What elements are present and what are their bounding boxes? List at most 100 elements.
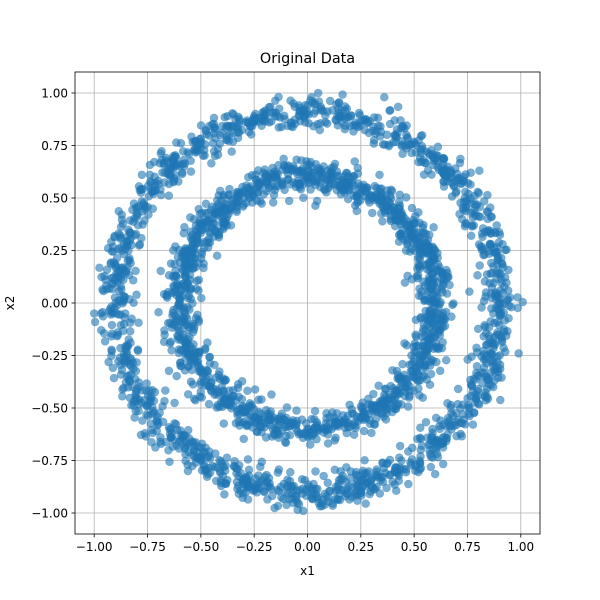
- scatter-point: [127, 355, 136, 365]
- x-tick-label: −0.25: [236, 540, 273, 554]
- scatter-point: [493, 247, 502, 257]
- scatter-point: [416, 355, 425, 365]
- scatter-point: [255, 462, 265, 472]
- scatter-point: [319, 471, 328, 481]
- scatter-point: [396, 116, 405, 125]
- scatter-point: [421, 417, 431, 427]
- scatter-point: [98, 312, 108, 321]
- scatter-point: [212, 251, 222, 261]
- scatter-point: [257, 427, 266, 437]
- scatter-point: [407, 232, 416, 241]
- scatter-point: [486, 357, 496, 367]
- scatter-point: [278, 181, 287, 190]
- scatter-point: [322, 422, 331, 432]
- x-tick-label: 0.00: [294, 540, 321, 554]
- scatter-point: [303, 424, 312, 434]
- scatter-point: [425, 445, 434, 455]
- scatter-point: [340, 185, 349, 195]
- scatter-point: [129, 298, 138, 308]
- scatter-point: [383, 186, 392, 195]
- y-tick-label: −0.25: [31, 349, 68, 363]
- x-axis-label: x1: [300, 564, 315, 578]
- scatter-point: [340, 171, 350, 180]
- scatter-point: [409, 137, 419, 147]
- scatter-point: [262, 179, 272, 188]
- scatter-point: [170, 152, 180, 162]
- scatter-point: [241, 487, 251, 497]
- scatter-point: [212, 373, 221, 382]
- scatter-point: [323, 478, 333, 488]
- scatter-point: [270, 182, 280, 191]
- scatter-point: [220, 396, 229, 406]
- scatter-point: [340, 102, 350, 111]
- scatter-point: [116, 222, 126, 232]
- scatter-point: [311, 467, 320, 476]
- scatter-point: [95, 263, 104, 273]
- scatter-point: [219, 224, 228, 234]
- scatter-point: [359, 426, 369, 436]
- scatter-point: [449, 299, 458, 308]
- scatter-point: [507, 302, 516, 312]
- scatter-point: [477, 303, 486, 312]
- scatter-point: [451, 408, 461, 418]
- y-tick-label: 0.75: [41, 139, 68, 153]
- scatter-point: [164, 191, 174, 200]
- scatter-point: [176, 361, 185, 371]
- scatter-point: [263, 409, 272, 419]
- scatter-point: [385, 455, 395, 465]
- scatter-point: [420, 158, 430, 168]
- scatter-point: [499, 308, 509, 318]
- scatter-point: [175, 298, 184, 308]
- scatter-point: [213, 386, 223, 396]
- scatter-point: [369, 113, 379, 122]
- scatter-point: [292, 155, 301, 165]
- scatter-point: [324, 493, 333, 502]
- scatter-point: [273, 111, 282, 121]
- scatter-point: [124, 246, 133, 255]
- scatter-point: [160, 396, 169, 406]
- scatter-point: [118, 391, 127, 401]
- scatter-point: [463, 393, 472, 403]
- scatter-point: [172, 371, 181, 381]
- scatter-point: [330, 465, 340, 475]
- scatter-point: [437, 320, 447, 329]
- scatter-point: [338, 90, 347, 99]
- scatter-point: [268, 198, 278, 207]
- scatter-point: [316, 106, 325, 115]
- scatter-point: [134, 318, 143, 327]
- scatter-point: [390, 466, 400, 476]
- scatter-point: [484, 323, 494, 332]
- scatter-point: [207, 159, 216, 168]
- scatter-point: [270, 503, 279, 513]
- scatter-point: [298, 506, 308, 516]
- scatter-point: [372, 482, 381, 492]
- y-tick-label: −0.75: [31, 454, 68, 468]
- scatter-point: [136, 430, 146, 440]
- scatter-point: [334, 475, 344, 485]
- scatter-point: [328, 408, 337, 417]
- scatter-point: [185, 350, 195, 359]
- scatter-point: [419, 324, 428, 334]
- scatter-point: [349, 430, 359, 440]
- scatter-point: [100, 337, 110, 346]
- scatter-point: [297, 415, 307, 424]
- scatter-point: [208, 138, 218, 148]
- scatter-point: [495, 230, 505, 240]
- scatter-point: [97, 272, 106, 282]
- y-tick-label: 1.00: [41, 86, 68, 100]
- scatter-point: [343, 194, 353, 204]
- scatter-point: [433, 264, 442, 274]
- scatter-point: [466, 168, 476, 178]
- scatter-point: [119, 319, 129, 329]
- scatter-point: [174, 444, 184, 453]
- scatter-point: [473, 270, 482, 280]
- scatter-point: [328, 499, 338, 508]
- scatter-point: [493, 352, 502, 361]
- scatter-point: [159, 158, 169, 168]
- scatter-point: [233, 484, 242, 494]
- scatter-point: [426, 462, 436, 472]
- x-tick-label: 0.75: [454, 540, 481, 554]
- scatter-point: [476, 242, 485, 251]
- scatter-point: [358, 398, 368, 407]
